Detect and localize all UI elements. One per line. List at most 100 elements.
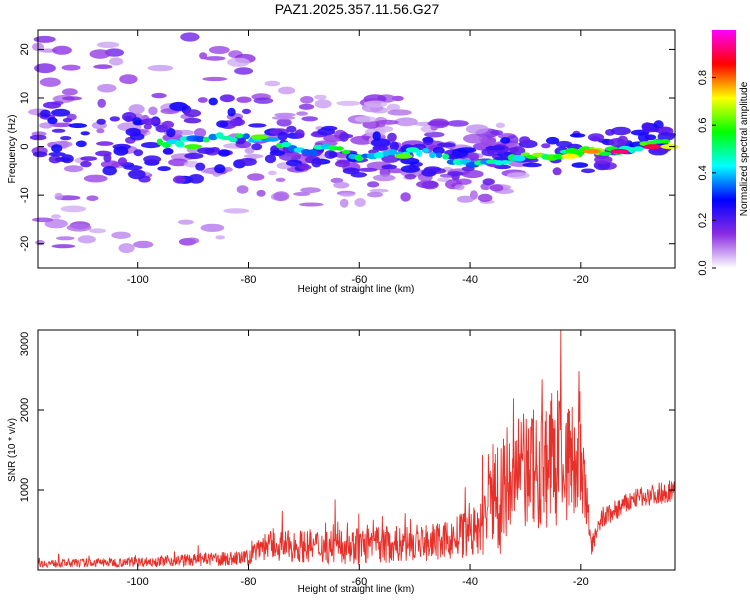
spectrogram-peak	[394, 153, 413, 159]
spectrogram-cell	[387, 132, 397, 142]
spectrogram-cell	[638, 132, 650, 143]
spectrogram-blob	[100, 160, 121, 169]
spectrogram-ridge-cell	[193, 136, 207, 143]
spectrogram-cell	[269, 150, 286, 156]
spectrogram-y-tick-label: 10	[19, 92, 31, 104]
spectrogram-blob	[62, 96, 82, 101]
spectrogram-cell	[133, 149, 144, 157]
spectrogram-blob	[244, 147, 255, 154]
spectrogram-blob	[274, 112, 296, 117]
spectrogram-blob	[427, 120, 449, 127]
spectrogram-cell	[141, 118, 160, 125]
colorbar-tick-label: 0.6	[697, 118, 709, 133]
spectrogram-cell	[68, 123, 87, 129]
spectrogram-blob	[463, 133, 488, 144]
spectrogram-y-tick-label: 20	[19, 43, 31, 55]
colorbar-tick-label: 0.8	[697, 70, 709, 85]
spectrogram-blob	[506, 135, 519, 145]
spectrogram-blob	[421, 180, 439, 190]
spectrogram-blob	[178, 219, 194, 225]
spectrogram-cell	[51, 128, 66, 133]
spectrogram-cell	[141, 142, 161, 149]
spectrogram-ridge-cell	[598, 151, 612, 156]
spectrogram-blob	[247, 173, 265, 181]
spectrogram-cell	[183, 117, 202, 124]
spectrogram-cell	[162, 147, 174, 155]
spectrogram-ridge-cell	[327, 144, 338, 151]
colorbar-tick-label: 0.0	[697, 260, 709, 275]
spectrogram-ridge-cell	[334, 146, 344, 151]
spectrogram-blob	[66, 223, 92, 232]
spectrogram-ridge-cell	[387, 149, 398, 156]
spectrogram-cell	[51, 108, 71, 117]
spectrogram-cell	[128, 169, 146, 180]
spectrogram-cell	[102, 165, 117, 176]
spectrogram-blob	[454, 184, 465, 191]
spectrogram-cell	[80, 131, 90, 136]
spectrogram-cell	[482, 178, 495, 186]
spectrogram-cell	[248, 123, 267, 128]
spectrogram-cell	[95, 150, 112, 157]
spectrogram-blob	[424, 131, 445, 138]
spectrogram-blob	[34, 63, 56, 74]
spectrogram-cell	[432, 146, 445, 155]
spectrogram-blob	[89, 49, 111, 59]
spectrogram-blob	[404, 173, 417, 180]
spectrogram-cell	[372, 145, 389, 151]
spectrogram-blob	[299, 202, 324, 207]
spectrogram-blob	[39, 122, 53, 129]
spectrogram-cell	[47, 117, 58, 125]
figure-title: PAZ1.2025.357.11.56.G27	[275, 1, 440, 17]
spectrogram-ridge-cell	[382, 150, 390, 157]
spectrogram-blob	[354, 198, 366, 207]
spectrogram-cell	[217, 149, 231, 157]
spectrogram-blob	[354, 116, 376, 123]
snr-x-tick-label: -40	[462, 576, 478, 588]
spectrogram-cell	[424, 166, 442, 173]
spectrogram-blob	[387, 109, 412, 116]
spectrogram-cell	[328, 151, 338, 158]
spectrogram-blob	[194, 128, 207, 138]
spectrogram-blob	[339, 198, 349, 208]
spectrogram-cell	[264, 154, 277, 164]
snr-x-tick-label: -20	[573, 576, 589, 588]
spectrogram-x-label: Height of straight line (km)	[298, 284, 415, 295]
spectrogram-x-tick-label: -80	[241, 274, 257, 286]
snr-x-label: Height of straight line (km)	[298, 584, 415, 595]
spectrogram-ridge-cell	[405, 147, 419, 153]
spectrogram-cell	[581, 168, 595, 174]
spectrogram-cell	[342, 167, 360, 175]
spectrogram-ridge-cell	[373, 151, 385, 159]
spectrogram-peak	[582, 148, 601, 154]
spectrogram-ridge-cell	[442, 153, 450, 160]
spectrogram-blob	[301, 116, 319, 122]
spectrogram-cell	[541, 143, 551, 149]
spectrogram-blob	[495, 122, 506, 129]
spectrogram-cell	[437, 142, 456, 148]
spectrogram-blob	[86, 195, 99, 201]
spectrogram-cell	[485, 145, 506, 151]
spectrogram-blob	[83, 174, 108, 183]
spectrogram-blob	[49, 122, 73, 128]
spectrogram-ridge-cell	[175, 140, 185, 148]
spectrogram-blob	[400, 192, 411, 202]
spectrogram-cell	[80, 156, 98, 162]
spectrogram-blob	[394, 117, 418, 127]
spectrogram-cell	[571, 162, 589, 168]
spectrogram-blob	[256, 189, 266, 197]
spectrogram-blob	[372, 174, 396, 182]
spectrogram-blob	[168, 158, 189, 167]
spectrogram-blob	[208, 46, 230, 54]
spectrogram-cell	[317, 127, 336, 136]
spectrogram-blob	[339, 192, 355, 197]
spectrogram-blob	[363, 100, 388, 108]
spectrogram-ridge-cell	[435, 152, 443, 159]
spectrogram-cell	[169, 101, 188, 111]
spectrogram-blob	[314, 94, 327, 100]
spectrogram-cell	[594, 155, 613, 164]
spectrogram-y-ticks: -20 -10 0 10 20	[19, 43, 675, 252]
spectrogram-cell	[311, 157, 322, 168]
spectrogram-cell	[519, 136, 531, 145]
snr-y-tick-label: 1000	[19, 478, 31, 502]
spectrogram-blob	[387, 103, 400, 112]
